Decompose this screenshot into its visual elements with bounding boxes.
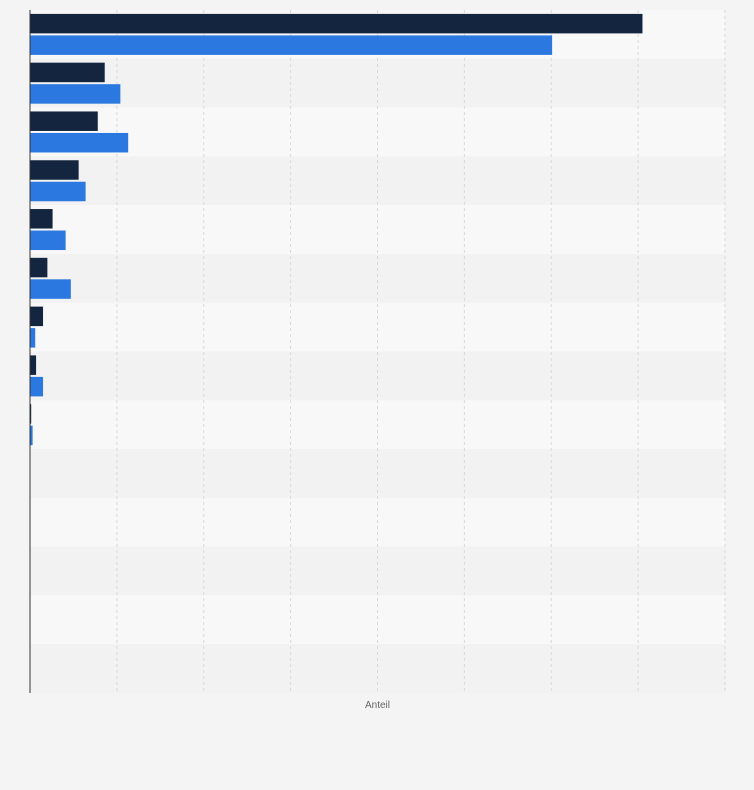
bars (30, 13, 643, 446)
bar-series-1-row-6[interactable] (30, 257, 48, 278)
bar-series-1-row-4[interactable] (30, 160, 79, 180)
bar-series-1-row-5[interactable] (30, 209, 53, 229)
row-band (30, 253, 725, 303)
bar-series-1-row-7[interactable] (30, 306, 44, 327)
x-axis-title: Anteil (365, 700, 390, 711)
bar-series-1-row-9[interactable] (30, 404, 32, 424)
bar-series-2-row-9[interactable] (30, 425, 33, 446)
bar-series-2-row-8[interactable] (30, 376, 44, 397)
bar-series-2-row-1[interactable] (30, 35, 553, 55)
bar-series-1-row-1[interactable] (30, 13, 643, 34)
bar-series-1-row-2[interactable] (30, 62, 105, 83)
bar-series-2-row-4[interactable] (30, 181, 86, 202)
row-band (30, 644, 725, 693)
bar-series-1-row-3[interactable] (30, 111, 98, 131)
bar-series-1-row-8[interactable] (30, 355, 37, 375)
bar-series-2-row-5[interactable] (30, 230, 66, 251)
bar-series-2-row-6[interactable] (30, 279, 71, 299)
bar-series-2-row-7[interactable] (30, 328, 36, 348)
bar-series-2-row-3[interactable] (30, 132, 129, 153)
bar-series-2-row-2[interactable] (30, 84, 121, 104)
